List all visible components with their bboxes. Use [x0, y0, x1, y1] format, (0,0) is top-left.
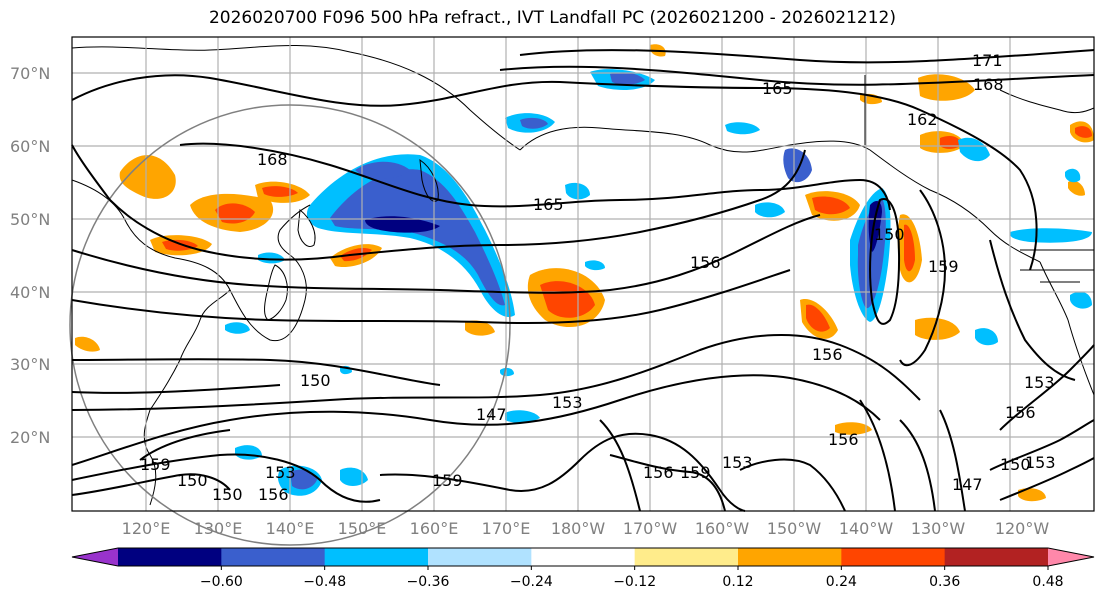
lon-label: 170°E [482, 519, 531, 538]
contour-label: 159 [928, 257, 959, 276]
lon-label: 150°W [767, 519, 822, 538]
colorbar-tick-label: −0.48 [303, 574, 346, 590]
colorbar-outline [71, 547, 1095, 567]
colorbar-tick-label: 0.24 [826, 574, 857, 590]
contour-label: 150 [300, 371, 331, 390]
lat-label: 30°N [10, 355, 50, 374]
contour-label: 153 [265, 463, 296, 482]
contour-label: 153 [1025, 453, 1056, 472]
colorbar-tick-label: −0.36 [407, 574, 450, 590]
contour-label: 153 [1024, 373, 1055, 392]
lat-label: 40°N [10, 283, 50, 302]
contour-label: 150 [177, 471, 208, 490]
lon-label: 120°E [122, 519, 171, 538]
longitude-labels: 120°E 130°E 140°E 150°E 160°E 170°E 180°… [122, 519, 1050, 538]
lon-label: 180°W [551, 519, 606, 538]
contour-label: 156 [643, 463, 674, 482]
colorbar-segment [221, 548, 326, 566]
colorbar-tick-label: −0.60 [200, 574, 243, 590]
contour-label: 159 [140, 455, 171, 474]
contour-label: 156 [1005, 403, 1036, 422]
map-frame [71, 36, 1095, 512]
lon-label: 150°E [338, 519, 387, 538]
colorbar-segment [841, 548, 946, 566]
lon-label: 120°W [995, 519, 1050, 538]
contour-label: 153 [552, 393, 583, 412]
lon-label: 160°W [695, 519, 750, 538]
colorbar-segment [634, 548, 739, 566]
colorbar-tick-label: 0.12 [722, 574, 753, 590]
colorbar-tick-label: 0.36 [929, 574, 960, 590]
lat-label: 20°N [10, 428, 50, 447]
colorbar-segment [118, 548, 222, 566]
contour-label: 153 [722, 453, 753, 472]
contour-label: 156 [690, 253, 721, 272]
colorbar-tick-label: −0.12 [613, 574, 656, 590]
contour-label: 162 [907, 110, 938, 129]
colorbar-tick-label: 0.48 [1032, 574, 1063, 590]
colorbar-extend-high [1048, 548, 1094, 566]
colorbar-segment [324, 548, 429, 566]
lon-label: 170°W [623, 519, 678, 538]
landfall-circle [69, 104, 511, 546]
lon-label: 140°W [839, 519, 894, 538]
contour-label: 168 [257, 150, 288, 169]
contour-label: 150 [874, 225, 905, 244]
contour-label: 171 [972, 51, 1003, 70]
map-title: 2026020700 F096 500 hPa refract., IVT La… [208, 8, 896, 28]
lon-label: 130°E [194, 519, 243, 538]
contours [71, 49, 1095, 512]
contour-label: 165 [533, 195, 564, 214]
colorbar-tick-label: −0.24 [510, 574, 553, 590]
lon-label: 130°W [911, 519, 966, 538]
lon-label: 140°E [266, 519, 315, 538]
contour-label: 156 [258, 485, 289, 504]
colorbar-segment [531, 548, 636, 566]
lon-label: 160°E [410, 519, 459, 538]
colorbar-segment [738, 548, 842, 566]
colorbar-extend-low [72, 548, 118, 566]
colorbar-segment [944, 548, 1049, 566]
contour-label: 159 [680, 463, 711, 482]
latitude-labels: 70°N 60°N 50°N 40°N 30°N 20°N [10, 64, 50, 447]
colorbar-segment [428, 548, 532, 566]
colorbar: −0.60 −0.48 −0.36 −0.24 −0.12 0.12 0.24 0.36 0.4… [71, 547, 1095, 590]
lat-label: 50°N [10, 210, 50, 229]
gridlines [72, 37, 1094, 511]
contour-label: 156 [812, 345, 843, 364]
contour-label: 156 [828, 430, 859, 449]
contour-label: 168 [973, 75, 1004, 94]
contour-label: 150 [212, 485, 243, 504]
lat-label: 60°N [10, 137, 50, 156]
shaded-field [75, 44, 1094, 502]
contour-label: 147 [952, 475, 983, 494]
contour-label: 165 [762, 79, 793, 98]
contour-label: 150 [1000, 455, 1031, 474]
lat-label: 70°N [10, 64, 50, 83]
contour-label: 159 [432, 471, 463, 490]
contour-labels: 171 168 165 162 168 165 156 159 150 156 … [140, 51, 1056, 504]
contour-label: 147 [476, 405, 507, 424]
